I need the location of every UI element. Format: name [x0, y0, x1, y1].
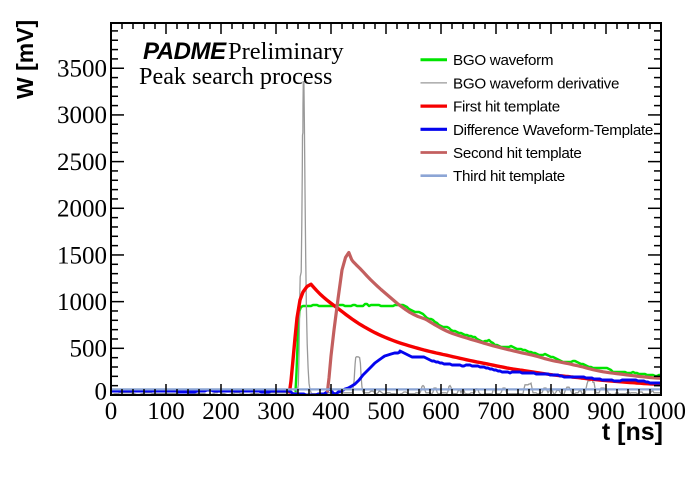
svg-text:1000: 1000: [636, 398, 686, 425]
svg-text:500: 500: [70, 336, 108, 363]
svg-text:BGO waveform derivative: BGO waveform derivative: [453, 75, 619, 92]
svg-text:W [mV]: W [mV]: [12, 20, 38, 99]
svg-text:3000: 3000: [57, 102, 107, 129]
svg-text:500: 500: [367, 398, 405, 425]
svg-text:Third hit template: Third hit template: [453, 168, 565, 185]
svg-text:1000: 1000: [57, 289, 107, 316]
svg-text:Peak search process: Peak search process: [139, 63, 332, 90]
svg-text:t [ns]: t [ns]: [602, 418, 663, 446]
svg-text:Difference Waveform-Template: Difference Waveform-Template: [453, 122, 653, 139]
svg-text:First hit template: First hit template: [453, 99, 560, 116]
svg-text:600: 600: [422, 398, 460, 425]
svg-text:Second hit template: Second hit template: [453, 145, 582, 162]
svg-text:2000: 2000: [57, 196, 107, 223]
svg-text:3500: 3500: [57, 56, 107, 83]
svg-text:0: 0: [105, 398, 118, 425]
svg-text:BGO waveform: BGO waveform: [453, 52, 553, 69]
svg-text:300: 300: [257, 398, 295, 425]
svg-text:2500: 2500: [57, 149, 107, 176]
svg-text:900: 900: [587, 398, 625, 425]
svg-text:PADME: PADME: [143, 38, 227, 65]
svg-text:200: 200: [202, 398, 240, 425]
svg-text:100: 100: [147, 398, 185, 425]
svg-text:Preliminary: Preliminary: [228, 38, 344, 65]
svg-text:700: 700: [477, 398, 515, 425]
svg-text:400: 400: [312, 398, 350, 425]
svg-text:1500: 1500: [57, 242, 107, 269]
svg-text:0: 0: [95, 379, 108, 406]
svg-text:800: 800: [532, 398, 570, 425]
